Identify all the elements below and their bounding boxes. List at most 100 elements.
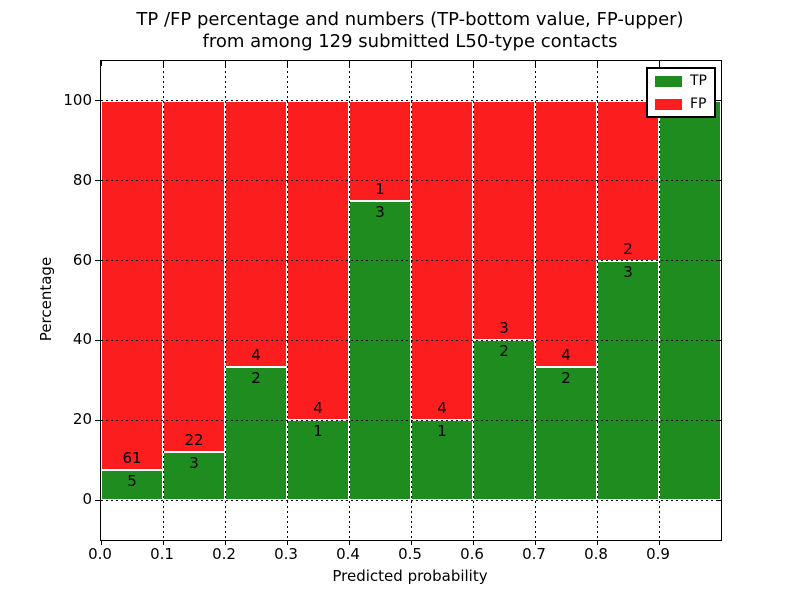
y-tick-mark — [95, 180, 100, 182]
x-tick-label: 0.0 — [88, 545, 112, 563]
y-tick-mark — [95, 419, 100, 421]
x-tick-mark — [286, 540, 288, 545]
x-tick-mark-top — [224, 61, 226, 66]
gridline-horizontal — [101, 499, 721, 501]
tick-marks-layer — [95, 61, 721, 545]
bar-segment-tp — [659, 100, 721, 501]
bar-count-label-fp: 2 — [623, 239, 633, 258]
gridline-vertical — [286, 61, 288, 540]
bar-count-label-fp: 4 — [437, 399, 447, 418]
gridline-vertical — [534, 61, 536, 540]
x-tick-mark-top — [596, 61, 598, 66]
y-axis-label: Percentage — [37, 256, 55, 342]
bar-segment-tp — [225, 367, 287, 501]
grid-layer — [101, 61, 721, 540]
bar-segment-fp — [225, 100, 287, 368]
x-tick-label: 0.3 — [274, 545, 298, 563]
x-tick-label: 0.9 — [646, 545, 670, 563]
gridline-vertical — [162, 61, 164, 540]
y-tick-mark — [95, 260, 100, 262]
y-tick-mark-right — [716, 339, 721, 341]
legend: TP FP — [646, 67, 716, 118]
gridline-vertical — [224, 61, 226, 540]
legend-label-fp: FP — [690, 96, 707, 112]
bar-count-label-tp: 3 — [623, 262, 633, 281]
x-tick-mark — [224, 540, 226, 545]
bar-count-label-fp: 22 — [184, 431, 204, 450]
chart-title-line1: TP /FP percentage and numbers (TP-bottom… — [136, 9, 684, 30]
y-tick-label: 0 — [82, 490, 92, 509]
y-tick-label: 80 — [72, 170, 92, 189]
bar-count-label-tp: 3 — [375, 202, 385, 221]
bar-segment-tp — [597, 260, 659, 501]
legend-item: TP — [655, 74, 707, 88]
y-tick-mark-right — [716, 419, 721, 421]
gridline-vertical — [472, 61, 474, 540]
x-tick-mark — [348, 540, 350, 545]
gridline-horizontal — [101, 339, 721, 341]
y-tick-mark — [95, 499, 100, 501]
bar-count-label-fp: 61 — [122, 448, 142, 467]
y-tick-mark-right — [716, 260, 721, 262]
bar-count-label-tp: 3 — [189, 454, 199, 473]
y-tick-mark-right — [716, 180, 721, 182]
y-tick-label: 40 — [72, 330, 92, 349]
bar-count-label-tp: 5 — [127, 471, 137, 490]
x-tick-mark — [162, 540, 164, 545]
gridline-vertical — [658, 61, 660, 540]
y-tick-mark-right — [716, 100, 721, 102]
x-tick-mark — [472, 540, 474, 545]
bar-segment-fp — [349, 100, 411, 201]
bar-count-label-fp: 1 — [375, 179, 385, 198]
y-tick-mark — [95, 100, 100, 102]
x-tick-label: 0.2 — [212, 545, 236, 563]
bar-segment-tp — [163, 452, 225, 501]
y-tick-label: 20 — [72, 410, 92, 429]
gridline-vertical — [348, 61, 350, 540]
bar-count-label-fp: 4 — [251, 346, 261, 365]
gridline-horizontal — [101, 260, 721, 262]
bar-segment-tp — [287, 420, 349, 501]
bar-segment-fp — [535, 100, 597, 368]
y-tick-label: 60 — [72, 250, 92, 269]
x-tick-label: 0.6 — [460, 545, 484, 563]
x-tick-mark — [100, 540, 102, 545]
x-tick-mark-top — [286, 61, 288, 66]
gridline-horizontal — [101, 100, 721, 102]
legend-swatch-fp — [655, 98, 682, 110]
chart-title: TP /FP percentage and numbers (TP-bottom… — [100, 9, 720, 53]
x-tick-mark — [596, 540, 598, 545]
legend-item: FP — [655, 97, 707, 111]
x-tick-mark-top — [410, 61, 412, 66]
gridline-vertical — [410, 61, 412, 540]
bar-labels-layer: 615223424113413242232 — [101, 61, 721, 540]
x-tick-mark-top — [658, 61, 660, 66]
bar-count-label-tp: 2 — [499, 342, 509, 361]
legend-label-tp: TP — [690, 73, 707, 89]
x-axis-label: Predicted probability — [332, 567, 488, 585]
x-tick-mark — [534, 540, 536, 545]
x-tick-mark — [410, 540, 412, 545]
x-tick-label: 0.8 — [584, 545, 608, 563]
bar-count-label-tp: 1 — [437, 422, 447, 441]
y-tick-mark-right — [716, 499, 721, 501]
bar-count-label-fp: 4 — [313, 399, 323, 418]
x-tick-label: 0.7 — [522, 545, 546, 563]
x-tick-mark-top — [472, 61, 474, 66]
gridline-vertical — [596, 61, 598, 540]
bar-count-label-tp: 1 — [313, 422, 323, 441]
chart-title-line2: from among 129 submitted L50-type contac… — [202, 31, 618, 52]
legend-swatch-tp — [655, 75, 682, 87]
bar-count-label-tp: 2 — [561, 369, 571, 388]
bar-segment-fp — [101, 100, 163, 470]
bars-layer — [101, 61, 721, 540]
gridline-horizontal — [101, 180, 721, 182]
x-tick-mark-top — [348, 61, 350, 66]
x-tick-mark-top — [162, 61, 164, 66]
bar-count-label-fp: 4 — [561, 346, 571, 365]
bar-count-label-fp: 3 — [499, 319, 509, 338]
bar-count-label-tp: 2 — [251, 369, 261, 388]
bar-segment-tp — [349, 200, 411, 501]
